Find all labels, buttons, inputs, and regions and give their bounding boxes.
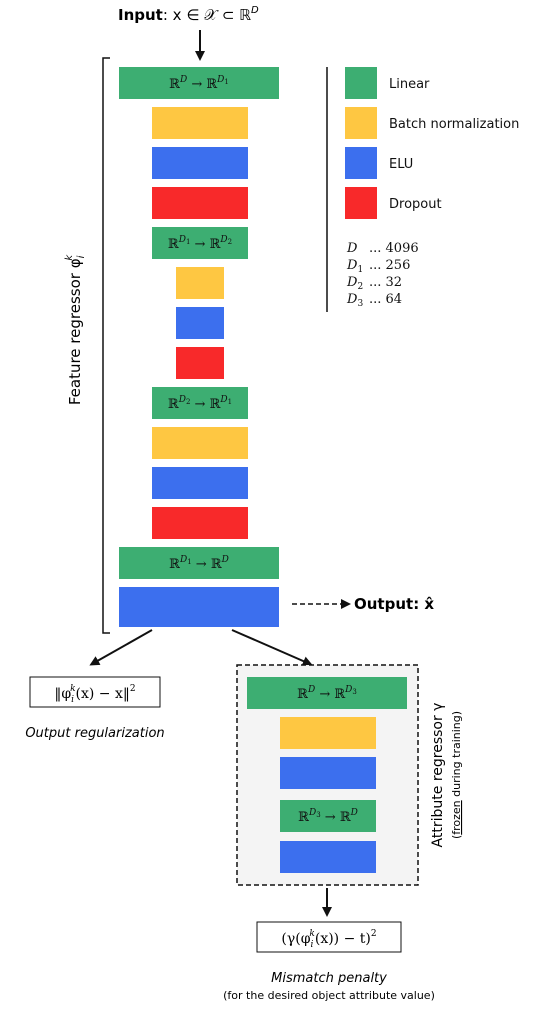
- elu-layer-3: [152, 467, 248, 499]
- attribute-batchnorm-layer: [280, 717, 376, 749]
- attribute-linear-layer-1: [247, 677, 407, 709]
- legend-label-batchnorm: Batch normalization: [389, 117, 519, 132]
- linear-layer-2-label: ℝD1 → ℝD2: [168, 235, 232, 252]
- legend-swatch-dropout: [345, 187, 377, 219]
- regularization-box: [29, 676, 161, 708]
- dim-value-1: ... 256: [369, 258, 410, 273]
- linear-layer-1-label: ℝD → ℝD1: [169, 75, 229, 92]
- elu-output-layer: [119, 587, 279, 627]
- mismatch-caption: Mismatch penalty: [271, 971, 387, 986]
- mismatch-subcaption: (for the desired object attribute value): [223, 989, 435, 1002]
- dropout-layer-1: [152, 187, 248, 219]
- batchnorm-layer-1: [152, 107, 248, 139]
- mismatch-formula: (γ(φik(x)) − t)2: [281, 929, 376, 950]
- legend-label-linear: Linear: [389, 77, 430, 92]
- regularization-caption: Output regularization: [25, 726, 164, 741]
- dim-value-3: ... 64: [369, 292, 402, 307]
- attribute-regressor-note: (frozen during training): [450, 711, 463, 839]
- feature-regressor-label: Feature regressor φik: [64, 254, 87, 406]
- regularization-formula: ‖φik(x) − x‖2: [54, 684, 135, 705]
- batchnorm-layer-3: [152, 427, 248, 459]
- dropout-layer-3: [152, 507, 248, 539]
- dim-name-0: D: [346, 241, 358, 256]
- legend-label-elu: ELU: [389, 157, 413, 172]
- attribute-linear-layer-2-label: ℝD3 → ℝD: [298, 808, 358, 825]
- legend-swatch-linear: [345, 67, 377, 99]
- linear-layer-2: [152, 227, 248, 259]
- legend-swatch-elu: [345, 147, 377, 179]
- dropout-layer-2: [176, 347, 224, 379]
- feature-regressor-bracket: [102, 57, 110, 634]
- mismatch-box: [256, 921, 402, 953]
- dim-name-1: D1: [346, 258, 363, 275]
- batchnorm-layer-2: [176, 267, 224, 299]
- legend-label-dropout: Dropout: [389, 197, 442, 212]
- attribute-elu-layer-1: [280, 757, 376, 789]
- arrow-to-regularization: [89, 629, 153, 666]
- attribute-linear-layer-1-label: ℝD → ℝD3: [297, 685, 357, 702]
- elu-layer-1: [152, 147, 248, 179]
- linear-layer-3: [152, 387, 248, 419]
- elu-layer-2: [176, 307, 224, 339]
- attribute-linear-layer-2: [280, 800, 376, 832]
- linear-layer-3-label: ℝD2 → ℝD1: [168, 395, 232, 412]
- dim-name-3: D3: [346, 292, 363, 309]
- output-label: Output: x̂: [354, 595, 434, 613]
- dim-value-2: ... 32: [369, 275, 402, 290]
- arrow-to-attribute-regressor: [231, 629, 313, 666]
- legend-swatch-batchnorm: [345, 107, 377, 139]
- attribute-regressor-label: Attribute regressor γ: [430, 703, 446, 848]
- dim-value-0: ... 4096: [369, 241, 419, 256]
- linear-layer-1: [119, 67, 279, 99]
- attribute-elu-layer-2: [280, 841, 376, 873]
- dim-name-2: D2: [346, 275, 363, 292]
- linear-layer-4: [119, 547, 279, 579]
- linear-layer-4-label: ℝD1 → ℝD: [169, 555, 229, 572]
- input-label: Input: x ∈ 𝒳 ⊂ ℝD: [118, 5, 259, 24]
